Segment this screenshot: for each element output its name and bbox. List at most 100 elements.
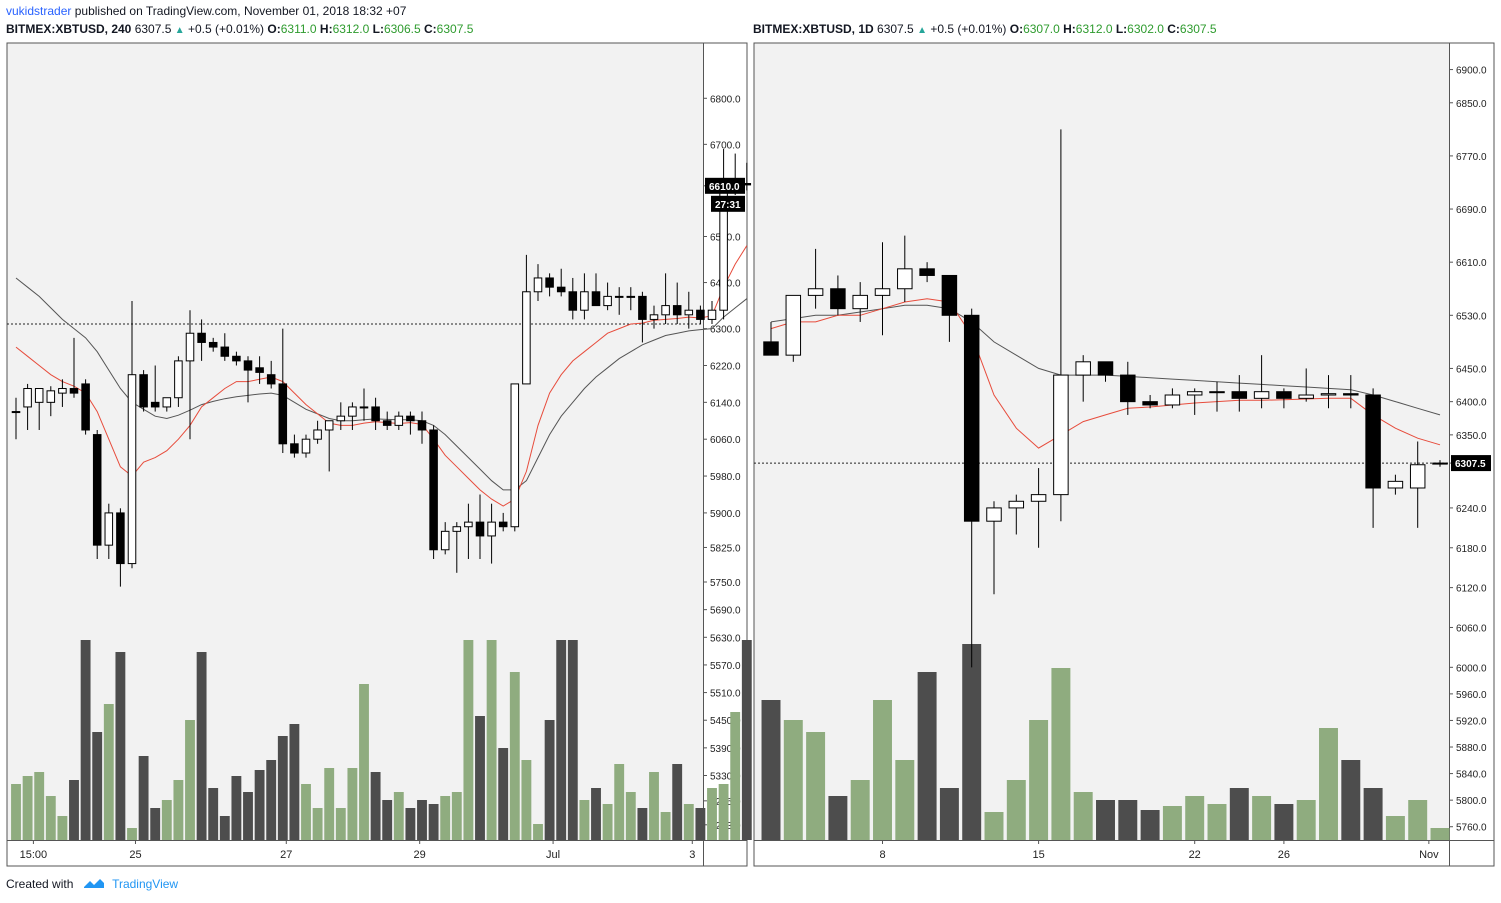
candle-body xyxy=(1142,401,1158,406)
y-tick-label: 6060.0 xyxy=(1456,623,1487,634)
y-tick-label: 5330.0 xyxy=(710,772,741,783)
candle-body xyxy=(1075,361,1091,376)
volume-bar xyxy=(417,800,427,840)
volume-bar xyxy=(57,816,68,840)
volume-bar xyxy=(1363,788,1383,840)
ma-slow-line xyxy=(15,277,748,491)
candle-body xyxy=(185,332,195,362)
volume-bar xyxy=(289,724,300,840)
volume-bar xyxy=(602,804,613,840)
x-tick-label: 22 xyxy=(1189,849,1201,861)
y-tick-label: 6180.0 xyxy=(1456,544,1487,555)
candle-body xyxy=(1209,391,1225,394)
y-tick-label: 5840.0 xyxy=(1456,770,1487,781)
candle-body xyxy=(591,291,601,307)
x-tick-label: 8 xyxy=(879,849,885,861)
y-tick-label: 5960.0 xyxy=(1456,690,1487,701)
volume-bar xyxy=(579,800,590,840)
candle-body xyxy=(1276,391,1292,399)
volume-bar xyxy=(850,780,870,840)
volume-bar xyxy=(873,700,892,840)
candle-body xyxy=(150,401,160,408)
volume-bar xyxy=(637,808,648,840)
y-tick-label: 6770.0 xyxy=(1456,152,1487,163)
candle-body xyxy=(92,434,102,546)
y-tick-label: 5390.0 xyxy=(710,744,741,755)
volume-bar xyxy=(277,736,288,840)
volume-bar xyxy=(521,760,532,840)
y-tick-label: 5630.0 xyxy=(710,633,741,644)
candle-body xyxy=(707,309,717,320)
price-label-bg xyxy=(1451,455,1491,472)
candle-body xyxy=(852,294,868,310)
y-tick-label: 6300.0 xyxy=(710,325,741,336)
y-tick-label: 5920.0 xyxy=(1456,716,1487,727)
candle-body xyxy=(104,512,114,546)
volume-bar xyxy=(718,784,729,840)
y-tick-label: 5450.0 xyxy=(710,716,741,727)
candle-body xyxy=(11,411,21,414)
legend-open: 6311.0 xyxy=(280,22,317,36)
candle-body xyxy=(46,390,56,403)
chart-panel-1d: 5760.0 5800.0 5840.0 5880.0 5920.0 5960.0 6000… xyxy=(753,42,1495,867)
x-tick-label: 25 xyxy=(129,849,141,861)
volume-bar xyxy=(463,640,474,840)
candle-body xyxy=(127,374,137,565)
y-tick-label: 6850.0 xyxy=(1456,99,1487,110)
volume-bar xyxy=(208,788,219,840)
candle-body xyxy=(638,295,647,320)
volume-bar xyxy=(761,700,781,840)
candle-body xyxy=(614,295,624,298)
candle-body xyxy=(220,346,230,357)
y-tick-label: 6120.0 xyxy=(1456,584,1487,595)
candle-body xyxy=(1164,394,1181,406)
volume-bar xyxy=(1185,796,1205,840)
created-with-text: Created with xyxy=(6,877,74,891)
volume-bar xyxy=(649,772,659,840)
y-tick-label: 5690.0 xyxy=(710,606,741,617)
candle-body xyxy=(348,406,357,417)
volume-bar xyxy=(741,640,752,840)
y-tick-label: 6800.0 xyxy=(710,94,741,105)
x-tick-label: Jul xyxy=(546,849,560,861)
candle-body xyxy=(522,291,531,385)
volume-bar xyxy=(301,784,311,840)
volume-bar xyxy=(219,816,230,840)
volume-bar xyxy=(92,732,103,840)
candle-body xyxy=(359,406,369,409)
volume-bar xyxy=(45,796,56,840)
candle-body xyxy=(324,420,334,431)
candle-body xyxy=(197,332,206,343)
candle-body xyxy=(556,286,566,293)
volume-bar xyxy=(614,764,625,840)
volume-bar xyxy=(591,788,601,840)
candle-body xyxy=(290,443,299,454)
volume-bar xyxy=(984,812,1004,840)
volume-bar xyxy=(730,712,741,840)
x-tick-label: 15:00 xyxy=(20,849,48,861)
volume-bar xyxy=(806,732,826,840)
candle-body xyxy=(807,288,824,296)
up-arrow-icon: ▲ xyxy=(174,25,185,36)
volume-bar xyxy=(324,768,335,840)
y-tick-label: 6900.0 xyxy=(1456,66,1487,77)
volume-bar xyxy=(393,792,404,840)
candle-body xyxy=(1432,462,1448,465)
candle-body xyxy=(336,415,346,422)
volume-bar xyxy=(962,644,982,840)
tradingview-link[interactable]: TradingView xyxy=(112,877,179,891)
username-link[interactable]: vukidstrader xyxy=(6,4,72,18)
candle-body xyxy=(81,383,90,431)
volume-bar xyxy=(103,704,114,840)
legend-right: BITMEX:XBTUSD, 1D 6307.5 ▲ +0.5 (+0.01%)… xyxy=(753,22,1217,36)
volume-bar xyxy=(1274,804,1294,840)
countdown-bg xyxy=(711,195,745,212)
volume-bar xyxy=(683,804,694,840)
volume-bar xyxy=(80,640,91,840)
candle-body xyxy=(672,305,682,316)
tradingview-logo-icon[interactable] xyxy=(83,877,105,892)
volume-bar xyxy=(1140,810,1160,840)
volume-bar xyxy=(1319,728,1338,840)
volume-bar xyxy=(11,784,21,840)
